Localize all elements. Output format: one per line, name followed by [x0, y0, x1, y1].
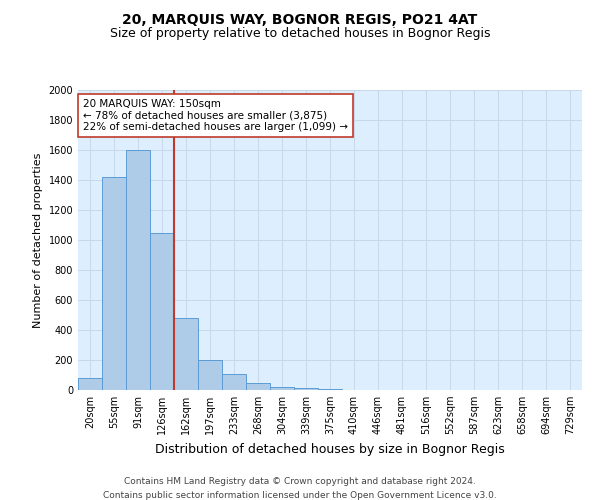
X-axis label: Distribution of detached houses by size in Bognor Regis: Distribution of detached houses by size …	[155, 442, 505, 456]
Text: 20 MARQUIS WAY: 150sqm
← 78% of detached houses are smaller (3,875)
22% of semi-: 20 MARQUIS WAY: 150sqm ← 78% of detached…	[83, 99, 348, 132]
Text: Contains HM Land Registry data © Crown copyright and database right 2024.: Contains HM Land Registry data © Crown c…	[124, 478, 476, 486]
Bar	[174, 318, 198, 390]
Bar	[126, 150, 150, 390]
Bar	[270, 386, 294, 390]
Y-axis label: Number of detached properties: Number of detached properties	[33, 152, 43, 328]
Text: 20, MARQUIS WAY, BOGNOR REGIS, PO21 4AT: 20, MARQUIS WAY, BOGNOR REGIS, PO21 4AT	[122, 12, 478, 26]
Bar	[198, 360, 222, 390]
Bar	[294, 388, 318, 390]
Bar	[246, 383, 270, 390]
Text: Contains public sector information licensed under the Open Government Licence v3: Contains public sector information licen…	[103, 491, 497, 500]
Bar	[222, 374, 246, 390]
Bar	[318, 388, 342, 390]
Bar	[78, 378, 102, 390]
Bar	[150, 232, 174, 390]
Text: Size of property relative to detached houses in Bognor Regis: Size of property relative to detached ho…	[110, 28, 490, 40]
Bar	[102, 177, 126, 390]
